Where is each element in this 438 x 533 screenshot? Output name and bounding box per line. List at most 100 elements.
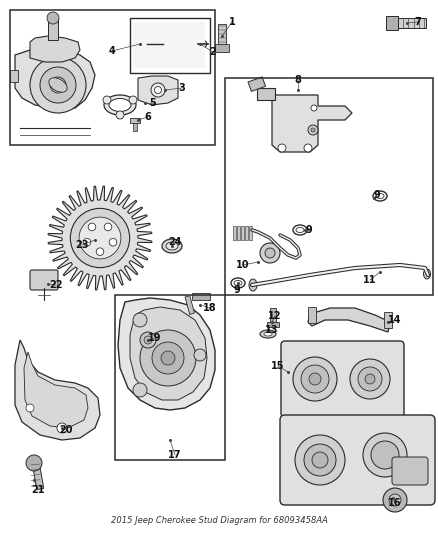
Bar — [270, 308, 276, 324]
Bar — [48, 18, 58, 40]
Circle shape — [309, 373, 321, 385]
Circle shape — [144, 336, 152, 344]
Polygon shape — [130, 307, 207, 400]
Circle shape — [50, 77, 66, 93]
Circle shape — [26, 404, 34, 412]
Text: 18: 18 — [203, 303, 217, 313]
Circle shape — [161, 351, 175, 365]
Text: 21: 21 — [31, 485, 45, 495]
Ellipse shape — [162, 239, 182, 253]
Ellipse shape — [49, 78, 67, 92]
Circle shape — [83, 238, 91, 246]
Circle shape — [88, 223, 96, 231]
Bar — [308, 307, 316, 323]
Circle shape — [79, 217, 121, 259]
Text: 2: 2 — [210, 47, 216, 57]
Ellipse shape — [151, 42, 159, 46]
Circle shape — [133, 313, 147, 327]
Polygon shape — [138, 76, 178, 105]
Circle shape — [301, 365, 329, 393]
Polygon shape — [24, 352, 88, 428]
Text: 5: 5 — [150, 98, 156, 108]
Circle shape — [194, 349, 206, 361]
Text: 17: 17 — [168, 450, 182, 460]
Bar — [215, 44, 229, 52]
Circle shape — [109, 238, 117, 246]
Bar — [130, 18, 210, 73]
Bar — [218, 24, 226, 46]
Bar — [32, 461, 44, 490]
Circle shape — [312, 452, 328, 468]
Text: 2015 Jeep Cherokee Stud Diagram for 68093458AA: 2015 Jeep Cherokee Stud Diagram for 6809… — [110, 516, 328, 525]
Ellipse shape — [249, 279, 257, 291]
Bar — [10, 10, 215, 145]
FancyBboxPatch shape — [281, 341, 404, 417]
Circle shape — [350, 359, 390, 399]
Text: 14: 14 — [388, 315, 402, 325]
Ellipse shape — [264, 332, 272, 336]
Circle shape — [152, 342, 184, 374]
Circle shape — [304, 444, 336, 476]
Ellipse shape — [109, 99, 131, 111]
Text: 22: 22 — [49, 280, 63, 290]
Text: 13: 13 — [265, 325, 279, 335]
FancyBboxPatch shape — [392, 457, 428, 485]
Text: 20: 20 — [59, 425, 73, 435]
Bar — [257, 88, 275, 100]
Circle shape — [383, 488, 407, 512]
Circle shape — [389, 494, 401, 506]
Circle shape — [140, 330, 196, 386]
Text: 3: 3 — [179, 83, 185, 93]
Circle shape — [140, 332, 156, 348]
Circle shape — [278, 144, 286, 152]
Bar — [245, 226, 248, 240]
Text: 11: 11 — [363, 275, 377, 285]
Ellipse shape — [147, 39, 163, 49]
Ellipse shape — [166, 242, 178, 250]
Bar — [133, 123, 137, 131]
Text: 16: 16 — [388, 498, 402, 508]
Text: 15: 15 — [271, 361, 285, 371]
Polygon shape — [118, 298, 215, 410]
Circle shape — [129, 96, 137, 104]
Ellipse shape — [155, 86, 162, 93]
Circle shape — [47, 12, 59, 24]
Polygon shape — [30, 36, 80, 62]
Circle shape — [116, 111, 124, 119]
Text: 19: 19 — [148, 333, 162, 343]
Bar — [233, 226, 236, 240]
Bar — [267, 322, 279, 327]
Polygon shape — [15, 48, 95, 110]
Circle shape — [363, 433, 407, 477]
Bar — [249, 226, 252, 240]
Circle shape — [26, 455, 42, 471]
Circle shape — [308, 125, 318, 135]
Circle shape — [40, 67, 76, 103]
Bar — [133, 22, 205, 68]
Text: 9: 9 — [306, 225, 312, 235]
Circle shape — [133, 383, 147, 397]
FancyBboxPatch shape — [280, 415, 435, 505]
Ellipse shape — [151, 83, 165, 97]
Circle shape — [295, 435, 345, 485]
Circle shape — [260, 243, 280, 263]
Circle shape — [304, 144, 312, 152]
Circle shape — [293, 357, 337, 401]
Ellipse shape — [193, 41, 203, 47]
Ellipse shape — [424, 269, 431, 279]
Bar — [386, 16, 398, 30]
Polygon shape — [308, 308, 390, 332]
Text: 24: 24 — [168, 237, 182, 247]
Text: 10: 10 — [236, 260, 250, 270]
Text: 1: 1 — [229, 17, 235, 27]
Circle shape — [57, 423, 67, 433]
Bar — [130, 118, 140, 123]
Polygon shape — [48, 186, 152, 290]
Circle shape — [358, 367, 382, 391]
Ellipse shape — [189, 39, 207, 49]
Circle shape — [265, 248, 275, 258]
Circle shape — [103, 96, 111, 104]
Text: 9: 9 — [233, 285, 240, 295]
Bar — [248, 77, 265, 91]
Circle shape — [311, 105, 317, 111]
